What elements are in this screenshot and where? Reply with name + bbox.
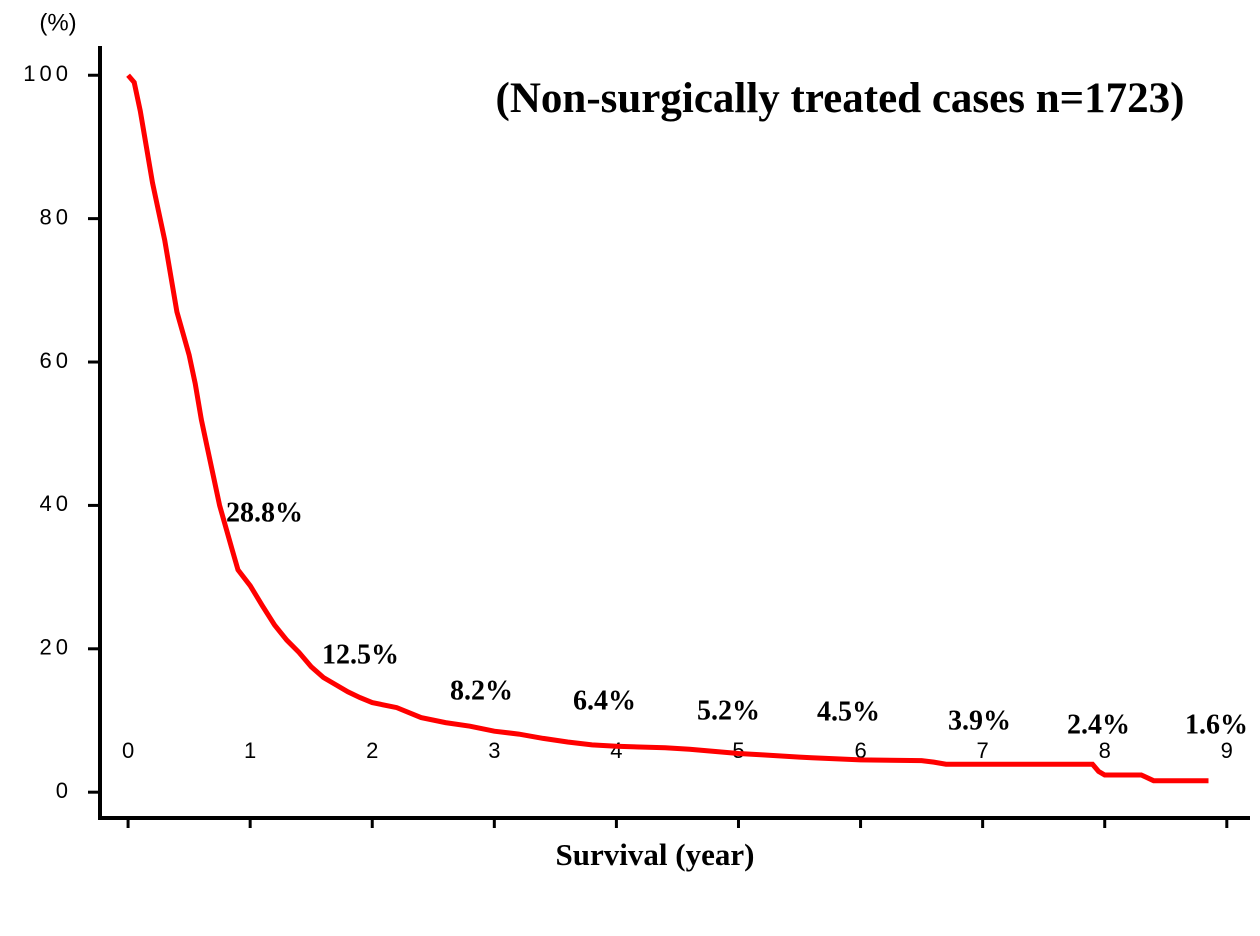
x-tick-label: 6 — [854, 738, 870, 763]
survival-curve — [126, 73, 1209, 784]
annotation: 2.4% — [1067, 709, 1130, 740]
x-tick-label: 8 — [1099, 738, 1115, 763]
x-tick-label: 3 — [488, 738, 504, 763]
y-axis-label: (%) — [39, 9, 76, 36]
y-tick-label: 80 — [40, 204, 72, 229]
x-tick-label: 9 — [1221, 738, 1237, 763]
y-tick-label: 20 — [40, 635, 72, 660]
x-tick-label: 5 — [732, 738, 748, 763]
y-tick-label: 40 — [40, 491, 72, 516]
x-tick-label: 1 — [244, 738, 260, 763]
annotation: 6.4% — [573, 685, 636, 716]
annotation: 28.8% — [226, 497, 303, 528]
annotation: 3.9% — [948, 705, 1011, 736]
x-tick-label: 0 — [122, 738, 138, 763]
y-tick-label: 100 — [23, 61, 72, 86]
annotation: 1.6% — [1185, 709, 1248, 740]
x-tick-label: 7 — [977, 738, 993, 763]
annotation: 12.5% — [322, 639, 399, 670]
annotation: 8.2% — [450, 675, 513, 706]
x-tick-label: 4 — [610, 738, 626, 763]
annotation: 5.2% — [697, 695, 760, 726]
x-tick-label: 2 — [366, 738, 382, 763]
x-axis-label: Survival (year) — [556, 837, 755, 872]
annotation: 4.5% — [817, 696, 880, 727]
chart-title: (Non-surgically treated cases n=1723) — [496, 75, 1185, 122]
y-tick-label: 0 — [56, 778, 72, 803]
y-tick-label: 60 — [40, 348, 72, 373]
